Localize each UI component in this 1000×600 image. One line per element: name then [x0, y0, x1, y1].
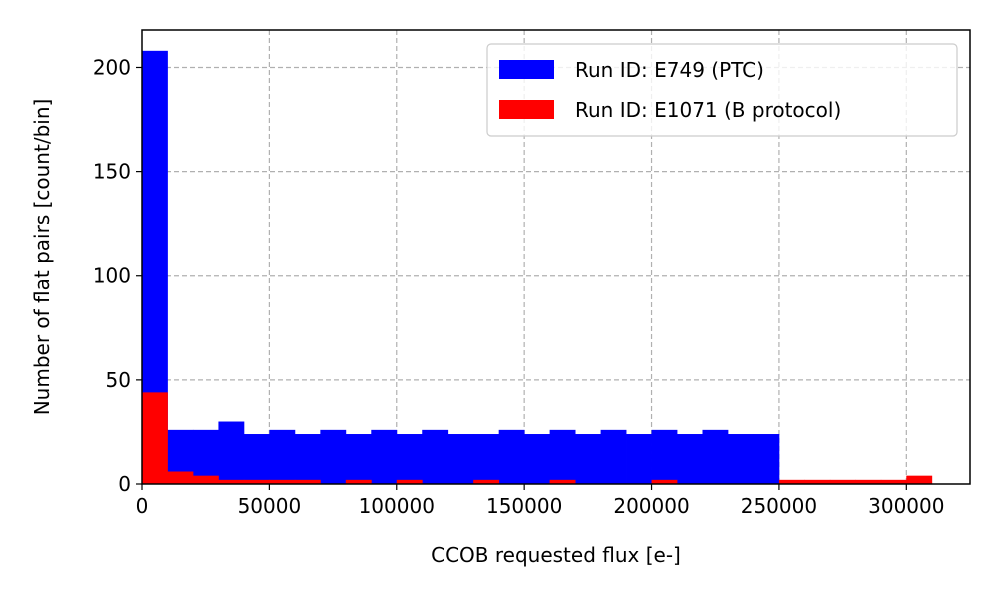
x-tick-label: 250000: [741, 494, 817, 518]
histogram-bar-series-1: [829, 479, 856, 484]
bars: [142, 50, 933, 485]
x-tick-label: 100000: [359, 494, 435, 518]
histogram-bar-series-1: [396, 479, 423, 484]
histogram-bar-series-0: [600, 429, 627, 484]
legend-label-e1071: Run ID: E1071 (B protocol): [575, 98, 841, 122]
legend-label-e749: Run ID: E749 (PTC): [575, 58, 764, 82]
histogram-bar-series-0: [473, 434, 500, 484]
histogram-bar-series-0: [498, 429, 525, 484]
x-tick-label: 300000: [868, 494, 944, 518]
histogram-bar-series-1: [345, 479, 372, 484]
histogram-bar-series-0: [651, 429, 678, 484]
y-tick-label: 100: [93, 264, 131, 288]
y-axis-label: Number of flat pairs [count/bin]: [30, 99, 54, 416]
histogram-bar-series-0: [549, 429, 576, 484]
histogram-bar-series-1: [855, 479, 882, 484]
histogram-bar-series-0: [269, 429, 296, 484]
histogram-bar-series-1: [651, 479, 678, 484]
histogram-bar-series-0: [422, 429, 449, 484]
histogram-bar-series-0: [626, 434, 652, 484]
histogram-bar-series-0: [447, 434, 474, 484]
histogram-bar-series-1: [142, 392, 168, 484]
x-tick-label: 200000: [613, 494, 689, 518]
histogram-bar-series-0: [753, 434, 780, 484]
histogram-bar-series-1: [906, 475, 933, 484]
histogram-bar-series-0: [218, 421, 245, 484]
plot-frame: [141, 29, 971, 485]
y-tick-label: 150: [93, 160, 131, 184]
y-tick-label: 0: [118, 472, 131, 496]
histogram-bar-series-0: [192, 429, 219, 484]
legend-swatch-e1071: [499, 100, 554, 119]
histogram-bar-series-1: [880, 479, 907, 484]
histogram-bar-series-1: [243, 479, 270, 484]
histogram-bar-series-0: [243, 434, 270, 484]
legend: Run ID: E749 (PTC) Run ID: E1071 (B prot…: [486, 43, 958, 137]
axis-ticks: 0 50000 100000 150000 200000 250000 300000 0 50 1…: [93, 55, 945, 518]
histogram-bar-series-0: [524, 434, 551, 484]
legend-box: [486, 43, 958, 137]
histogram-bar-series-0: [371, 429, 398, 484]
x-tick-label: 150000: [486, 494, 562, 518]
y-tick-label: 200: [93, 55, 131, 79]
histogram-bar-series-1: [269, 479, 296, 484]
histogram-bar-series-1: [294, 479, 321, 484]
histogram-bar-series-1: [167, 471, 194, 484]
histogram-bar-series-0: [702, 429, 729, 484]
x-tick-label: 0: [136, 494, 149, 518]
histogram-bar-series-0: [294, 434, 321, 484]
histogram-bar-series-1: [804, 479, 831, 484]
histogram-bar-series-0: [345, 434, 372, 484]
histogram-bar-series-1: [549, 479, 576, 484]
x-axis-label: CCOB requested flux [e-]: [431, 543, 681, 567]
histogram-bar-series-1: [473, 479, 500, 484]
legend-swatch-e749: [499, 60, 554, 79]
histogram-bar-series-0: [320, 429, 347, 484]
histogram-bar-series-0: [575, 434, 601, 484]
histogram-bar-series-1: [778, 479, 805, 484]
histogram-bar-series-0: [396, 434, 423, 484]
histogram-bar-series-0: [727, 434, 754, 484]
histogram-bar-series-0: [677, 434, 703, 484]
histogram-bar-series-1: [218, 479, 245, 484]
y-tick-label: 50: [106, 368, 131, 392]
x-tick-label: 50000: [238, 494, 302, 518]
histogram-bar-series-1: [192, 475, 219, 484]
